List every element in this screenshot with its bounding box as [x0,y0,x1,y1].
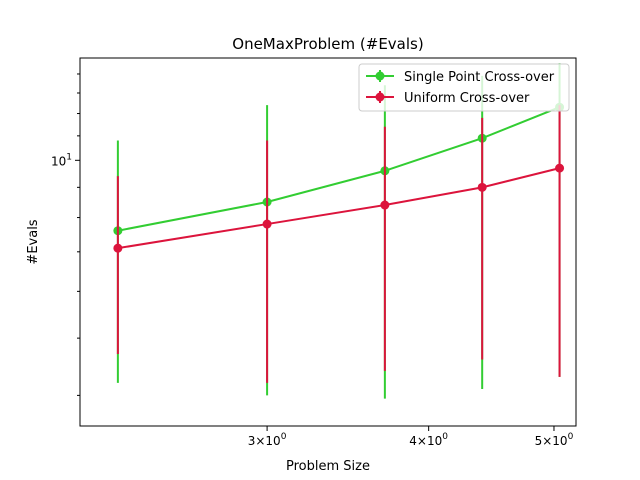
series-1-point-1 [262,219,272,229]
x-tick-label-2: 5×100 [535,432,574,448]
series-1-point-4 [555,163,565,173]
legend-marker-uniform [375,92,385,102]
series-1-point-2 [380,200,390,210]
legend-label-uniform: Uniform Cross-over [404,91,530,106]
chart-title: OneMaxProblem (#Evals) [232,35,423,53]
x-tick-label-1: 4×100 [409,432,448,448]
legend: Single Point Cross-over Uniform Cross-ov… [358,63,570,112]
legend-label-single-point: Single Point Cross-over [404,70,555,85]
series-1-point-3 [477,182,487,192]
y-axis-label: #Evals [26,219,41,264]
y-tick-label-0: 101 [51,152,72,168]
x-tick-label-0: 3×100 [248,432,287,448]
plot-frame [79,57,577,427]
series-1-point-0 [113,243,123,253]
data-layer [113,63,565,399]
x-axis-label: Problem Size [286,459,370,474]
legend-marker-single-point [375,71,385,81]
ticks-layer: 3×100 4×100 5×100 101 [51,73,574,448]
legend-box [358,63,570,112]
